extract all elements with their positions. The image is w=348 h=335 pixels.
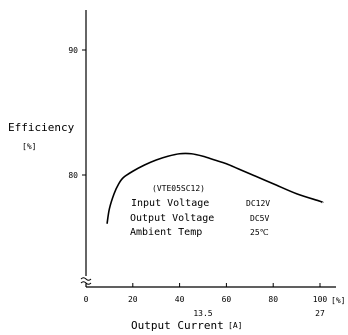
x-tick-label: 20 <box>128 295 138 304</box>
input-voltage-label: Input Voltage <box>131 198 209 209</box>
x-axis-title: Output Current <box>131 319 224 332</box>
x-axis-unit: [A] <box>228 321 242 330</box>
x-ticks: 0 20 40 60 80 100 13.5 27 <box>84 283 328 318</box>
x-percent-unit: [%] <box>331 296 345 305</box>
x-tick-label: 0 <box>84 295 89 304</box>
y-tick-label: 90 <box>68 46 78 55</box>
output-voltage-value: DC5V <box>250 214 269 223</box>
y-tick-label: 80 <box>68 171 78 180</box>
x-ampere-label: 13.5 <box>193 309 212 318</box>
x-tick-label: 80 <box>268 295 278 304</box>
ambient-temp-value: 25℃ <box>250 228 269 237</box>
efficiency-curve <box>106 152 324 224</box>
axis-break-wave-top <box>80 277 92 281</box>
y-ticks: 80 90 <box>68 46 86 180</box>
model-label: (VTE05SC12) <box>152 184 205 193</box>
x-tick-label: 60 <box>222 295 232 304</box>
x-ampere-label: 27 <box>315 309 325 318</box>
input-voltage-value: DC12V <box>246 199 270 208</box>
y-axis-title: Efficiency <box>8 121 75 134</box>
ambient-temp-label: Ambient Temp <box>130 227 202 238</box>
axis-break-gap <box>81 276 91 284</box>
output-voltage-label: Output Voltage <box>130 213 214 224</box>
x-tick-label: 40 <box>175 295 185 304</box>
conditions-annotation: (VTE05SC12) Input Voltage DC12V Output V… <box>130 184 270 238</box>
x-tick-label: 100 <box>313 295 328 304</box>
y-axis-unit: [%] <box>22 142 36 151</box>
